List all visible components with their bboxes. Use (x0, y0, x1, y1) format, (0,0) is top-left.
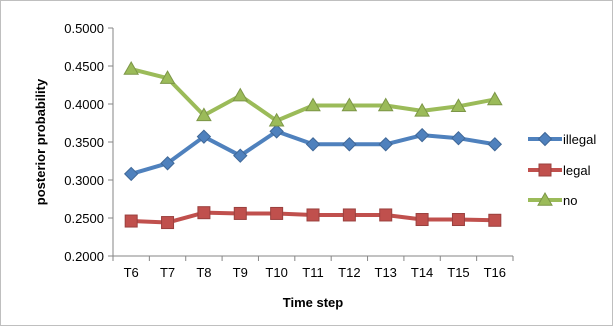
legend-item-no: no (528, 191, 577, 208)
x-tick-label: T12 (338, 265, 360, 280)
legend-label: legal (563, 163, 591, 178)
legend-marker (537, 191, 553, 206)
data-point-legal (270, 206, 284, 220)
data-point-legal (233, 206, 247, 220)
x-tick-label: T15 (447, 265, 469, 280)
data-point-no (196, 107, 212, 122)
x-axis-title: Time step (283, 295, 344, 310)
data-point-illegal (233, 148, 248, 163)
x-tick-label: T8 (196, 265, 211, 280)
x-tick-label: T7 (160, 265, 175, 280)
x-tick-label: T13 (375, 265, 397, 280)
data-point-legal (124, 214, 138, 228)
data-point-illegal (305, 137, 321, 152)
data-point-illegal (487, 137, 503, 152)
data-point-illegal (342, 137, 357, 152)
data-point-legal (379, 208, 393, 222)
x-tick-label: T16 (484, 265, 506, 280)
data-point-illegal (123, 166, 139, 182)
data-point-illegal (414, 127, 430, 143)
y-tick-label: 0.3000 (64, 173, 104, 188)
series-no (123, 61, 503, 127)
series-legal (124, 206, 502, 230)
data-point-illegal (269, 124, 284, 139)
legend-marker (537, 131, 553, 147)
data-point-no (450, 98, 467, 113)
data-point-no (486, 91, 503, 106)
series-illegal (123, 124, 503, 182)
x-tick-label: T9 (233, 265, 248, 280)
legend-item-legal: legal (528, 163, 591, 178)
data-point-legal (197, 206, 211, 220)
y-tick-label: 0.2000 (64, 249, 104, 264)
y-tick-label: 0.3500 (64, 135, 104, 150)
data-point-no (305, 97, 321, 112)
y-tick-label: 0.4500 (64, 59, 104, 74)
data-point-no (159, 70, 176, 84)
data-point-legal (488, 213, 502, 227)
data-point-illegal (451, 130, 466, 146)
legend-item-illegal: illegal (528, 131, 596, 147)
series-layer (123, 61, 503, 230)
data-point-illegal (196, 129, 212, 144)
legend-label: illegal (563, 132, 596, 147)
data-point-no (123, 61, 140, 75)
legend-label: no (563, 193, 577, 208)
series-line-no (130, 67, 496, 123)
data-point-no (268, 112, 285, 127)
data-point-illegal (378, 137, 393, 152)
x-tick-label: T14 (411, 265, 433, 280)
y-tick-label: 0.5000 (64, 21, 104, 36)
data-point-no (414, 102, 430, 117)
x-tick-label: T6 (124, 265, 139, 280)
y-tick-label: 0.4000 (64, 97, 104, 112)
data-point-no (232, 87, 249, 102)
x-tick-label: T11 (302, 265, 323, 280)
data-point-legal (415, 213, 429, 227)
data-point-legal (342, 208, 356, 222)
data-point-legal (306, 208, 320, 222)
data-point-illegal (160, 156, 175, 171)
y-tick-label: 0.2500 (64, 211, 104, 226)
legend: illegal legal no (528, 131, 596, 208)
x-tick-label: T10 (265, 265, 287, 280)
y-axis-ticks: 0.2000 0.2500 0.3000 0.3500 0.4000 0.4500 0.50… (64, 21, 113, 264)
data-point-legal (451, 213, 465, 227)
x-axis-ticks: T6 T7 T8 T9 T10 T11 T12 T13 T14 T15 T16 (112, 256, 514, 280)
data-point-legal (161, 216, 175, 230)
data-point-no (377, 97, 394, 112)
legend-marker (538, 163, 552, 177)
y-axis-title: posterior probability (33, 78, 48, 205)
data-point-no (341, 97, 358, 112)
